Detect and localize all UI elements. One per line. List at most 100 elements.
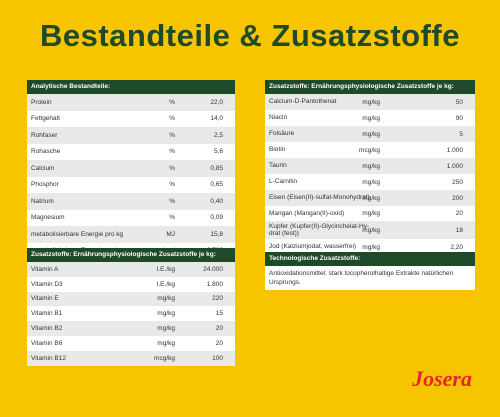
cell-unit: I.E./kg — [156, 280, 175, 288]
cell-name: Rohfaser — [31, 131, 58, 139]
cell-value: 50 — [455, 98, 463, 106]
cell-value: 20 — [455, 210, 463, 217]
cell-unit: % — [169, 98, 175, 106]
table-row: Vitamin B2 mg/kg 20 — [27, 321, 235, 336]
cell-name: Jod (Kalziumjodat, wasserfrei) — [269, 243, 357, 251]
table-header: Zusatzstoffe: Ernährungsphysiologische Z… — [27, 248, 235, 262]
cell-value: 5 — [459, 130, 463, 138]
cell-name: Vitamin A — [31, 265, 59, 273]
table-row: L-Carnitin mg/kg 250 — [265, 174, 475, 190]
table-row: Fettgehalt% 14,0 — [27, 110, 235, 127]
logo: Josera — [412, 366, 472, 391]
cell-unit: mg/kg — [362, 178, 380, 186]
cell-value: 0,65 — [210, 181, 223, 189]
table-row: Rohasche% 5,6 — [27, 143, 235, 160]
cell-value: 20 — [215, 339, 223, 347]
cell-value: 100 — [212, 354, 223, 362]
cell-name: Vitamin B1 — [31, 310, 63, 318]
cell-name: Phosphor — [31, 181, 59, 189]
cell-unit: mg/kg — [157, 339, 175, 347]
cell-name: metabolisierbare Energie pro kg — [31, 230, 124, 238]
cell-unit: mg/kg — [362, 130, 380, 138]
cell-value: 1.000 — [446, 162, 463, 170]
table-row: Vitamin B12 mcg/kg 100 — [27, 350, 235, 366]
table-row: Eisen (Eisen(II)-sulfat-Monohydrat) mg/kg… — [265, 190, 475, 206]
cell-name: Taurin — [269, 162, 287, 170]
cell-name: Calcium — [31, 164, 55, 172]
table-row: Protein% 22,0 — [27, 94, 235, 111]
cell-name: Vitamin D3 — [31, 280, 63, 288]
table-row: Vitamin B6 mg/kg 20 — [27, 335, 235, 351]
cell-name: Fettgehalt — [31, 115, 60, 123]
table-row: Taurin mg/kg 1.000 — [265, 158, 475, 174]
cell-unit: % — [169, 197, 175, 205]
cell-unit: mcg/kg — [154, 354, 175, 362]
cell-value: 220 — [212, 295, 223, 303]
table-row: Vitamin B1 mg/kg 15 — [27, 306, 235, 322]
cell-value: 22,0 — [210, 98, 223, 106]
cell-unit: mg/kg — [157, 310, 175, 318]
cell-unit: mg/kg — [362, 162, 380, 170]
table-header: Zusatzstoffe: Ernährungsphysiologische Z… — [265, 80, 475, 94]
table-header: Analytische Bestandteile: — [27, 80, 235, 94]
table-row: Kupfer (Kupfer(II)-Glycinchelat-Hy-drat … — [265, 221, 475, 239]
cell-name: Biotin — [269, 146, 286, 154]
cell-value: 1.000 — [446, 146, 463, 154]
cell-unit: mg/kg — [362, 98, 380, 106]
cell-unit: mg/kg — [362, 210, 380, 217]
table-row: Vitamin E mg/kg 220 — [27, 291, 235, 307]
table-header: Technologische Zusatzstoffe: — [265, 252, 475, 266]
cell-value: 5,6 — [213, 148, 223, 156]
table-row: Niacin mg/kg 90 — [265, 110, 475, 126]
cell-name: Rohasche — [31, 148, 61, 156]
cell-name: Magnesium — [31, 214, 65, 222]
cell-value: 2,20 — [450, 243, 463, 251]
cell-name: Vitamin B12 — [31, 354, 66, 362]
table-row: Folsäure mg/kg 5 — [265, 126, 475, 142]
table-text: Antioxidationsmittel: stark tocopherolha… — [269, 270, 454, 286]
cell-unit: mg/kg — [157, 325, 175, 333]
cell-unit: % — [169, 214, 175, 222]
cell-unit: % — [169, 148, 175, 156]
cell-name: Eisen (Eisen(II)-sulfat-Monohydrat) — [269, 194, 370, 202]
cell-unit: % — [169, 164, 175, 172]
cell-value: 0,40 — [210, 197, 223, 205]
cell-name: Folsäure — [269, 130, 295, 138]
cell-value: 2,5 — [213, 131, 223, 139]
cell-value: 15,8 — [210, 230, 223, 238]
cell-unit: mg/kg — [362, 243, 380, 251]
table-row: Magnesium% 0,09 — [27, 209, 235, 226]
table-row: Biotin mcg/kg 1.000 — [265, 142, 475, 158]
table-row: Calcium% 0,85 — [27, 160, 235, 177]
table-row: Natrium% 0,40 — [27, 193, 235, 210]
table: Zusatzstoffe: Ernährungsphysiologische Z… — [27, 248, 235, 366]
cell-name: Vitamin E — [31, 295, 59, 303]
cell-name: Mangan (Mangan(II)-oxid) — [269, 209, 345, 217]
cell-value: 14,0 — [210, 115, 223, 123]
table-row: Vitamin D3 I.E./kg 1.800 — [27, 276, 235, 292]
cell-value: 1.800 — [206, 280, 223, 288]
cell-unit: I.E./kg — [156, 265, 175, 273]
cell-unit: mcg/kg — [359, 146, 380, 154]
table: Technologische Zusatzstoffe: Antioxidatio… — [265, 252, 475, 290]
cell-value: 20 — [215, 325, 223, 333]
cell-unit: % — [169, 131, 175, 139]
cell-unit: % — [169, 181, 175, 189]
cell-name: Calcium-D-Pantothenat — [269, 98, 337, 106]
cell-name: Kupfer (Kupfer(II)-Glycinchelat-Hy-drat … — [269, 222, 370, 238]
table-row: Mangan (Mangan(II)-oxid) mg/kg 20 — [265, 206, 475, 221]
cell-unit: mg/kg — [157, 295, 175, 303]
cell-name: L-Carnitin — [269, 178, 298, 186]
cell-value: 15 — [215, 310, 223, 318]
cell-value: 250 — [452, 178, 463, 186]
table-row: Phosphor% 0,65 — [27, 176, 235, 193]
cell-name: Vitamin B6 — [31, 339, 63, 347]
table: Analytische Bestandteile: Protein% 22,0 Fet… — [27, 80, 235, 259]
title: Bestandteile & Zusatzstoffe — [39, 18, 460, 53]
cell-value: 200 — [452, 194, 463, 202]
cell-unit: mg/kg — [362, 114, 380, 122]
cell-unit: MJ — [166, 230, 175, 238]
cell-unit: mg/kg — [362, 226, 380, 234]
table: Zusatzstoffe: Ernährungsphysiologische Z… — [265, 80, 475, 255]
